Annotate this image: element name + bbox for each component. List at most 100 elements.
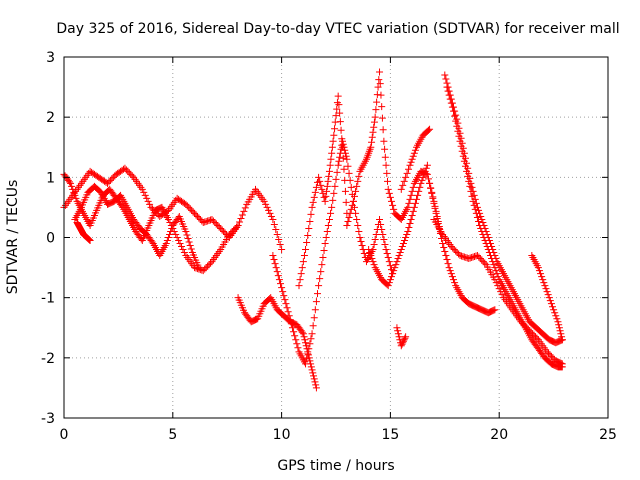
data-point xyxy=(441,71,449,79)
data-point xyxy=(186,242,194,250)
data-point xyxy=(366,249,374,257)
data-point xyxy=(380,137,388,145)
data-point xyxy=(417,179,425,187)
data-point xyxy=(370,261,378,269)
data-point xyxy=(457,252,465,260)
data-point xyxy=(368,255,376,263)
data-point xyxy=(471,205,479,213)
data-point xyxy=(391,264,399,272)
data-point xyxy=(543,348,551,356)
data-point xyxy=(455,132,463,140)
data-point xyxy=(473,252,481,260)
data-point xyxy=(330,131,338,139)
data-point xyxy=(491,306,499,314)
data-point xyxy=(311,306,319,314)
data-point xyxy=(376,68,384,76)
data-point xyxy=(309,322,317,330)
data-point xyxy=(323,187,331,195)
data-point xyxy=(468,192,476,200)
data-point xyxy=(491,276,499,284)
data-point xyxy=(384,254,392,262)
data-point xyxy=(408,187,416,195)
data-point xyxy=(415,187,423,195)
data-point xyxy=(447,270,455,278)
data-point xyxy=(328,149,336,157)
data-point xyxy=(267,212,275,220)
data-point xyxy=(558,360,566,368)
data-point xyxy=(479,218,487,226)
data-point xyxy=(495,285,503,293)
series-track-6 xyxy=(269,137,397,368)
data-point xyxy=(325,215,333,223)
data-point xyxy=(477,212,485,220)
data-point xyxy=(164,234,172,241)
data-point xyxy=(428,189,436,197)
data-point xyxy=(310,193,318,201)
data-point xyxy=(489,258,497,266)
data-point xyxy=(442,75,450,83)
data-point xyxy=(557,330,565,338)
data-point xyxy=(355,227,363,235)
data-point xyxy=(478,227,486,235)
data-point xyxy=(441,248,449,256)
data-point xyxy=(172,230,180,238)
data-point xyxy=(443,256,451,264)
data-point xyxy=(311,378,319,386)
data-point xyxy=(479,258,487,266)
data-point xyxy=(147,203,155,211)
data-point xyxy=(384,282,392,290)
data-point xyxy=(389,201,397,209)
data-point xyxy=(168,224,176,232)
data-point xyxy=(338,135,346,143)
data-point xyxy=(400,177,408,185)
data-point xyxy=(482,240,490,248)
data-point xyxy=(291,332,299,340)
data-point xyxy=(276,241,284,249)
data-point xyxy=(555,321,563,329)
data-point xyxy=(430,199,438,207)
data-point xyxy=(352,187,360,195)
data-point xyxy=(277,280,285,288)
data-point xyxy=(375,76,383,84)
data-point xyxy=(521,322,529,330)
data-point xyxy=(86,237,94,245)
data-point xyxy=(293,340,301,348)
data-point xyxy=(453,122,461,130)
data-point xyxy=(385,258,393,266)
data-point xyxy=(453,249,461,257)
data-point xyxy=(524,325,532,333)
data-point xyxy=(459,152,467,160)
y-tick-label: -1 xyxy=(41,291,55,307)
data-point xyxy=(204,262,212,270)
data-point xyxy=(552,312,560,320)
data-point xyxy=(410,149,418,157)
data-point xyxy=(472,252,480,260)
data-point xyxy=(390,267,398,275)
x-tick-label: 0 xyxy=(60,427,69,443)
data-point xyxy=(148,238,156,246)
data-point xyxy=(125,169,133,177)
data-point xyxy=(390,205,398,213)
data-point xyxy=(402,333,410,341)
data-point xyxy=(378,114,386,122)
data-point xyxy=(467,187,475,195)
data-point xyxy=(281,296,289,304)
data-point xyxy=(310,372,318,380)
data-point xyxy=(473,213,481,221)
data-point xyxy=(326,161,334,169)
data-point xyxy=(119,165,127,173)
data-point xyxy=(175,237,183,245)
data-point xyxy=(192,211,200,219)
data-point xyxy=(539,276,547,284)
data-point xyxy=(208,215,216,223)
data-point xyxy=(240,207,248,215)
data-point xyxy=(279,288,287,296)
data-point xyxy=(231,224,239,232)
data-point xyxy=(542,285,550,293)
data-point xyxy=(447,243,455,251)
data-point xyxy=(470,201,478,209)
data-point xyxy=(450,246,458,254)
data-point xyxy=(331,182,339,190)
data-point xyxy=(379,230,387,238)
